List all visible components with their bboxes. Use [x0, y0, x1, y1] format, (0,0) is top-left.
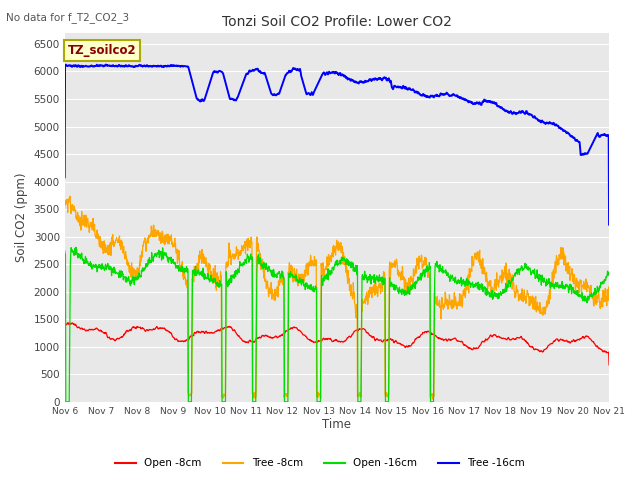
X-axis label: Time: Time: [323, 419, 351, 432]
Text: No data for f_T2_CO2_3: No data for f_T2_CO2_3: [6, 12, 129, 23]
Title: Tonzi Soil CO2 Profile: Lower CO2: Tonzi Soil CO2 Profile: Lower CO2: [222, 15, 452, 29]
Text: TZ_soilco2: TZ_soilco2: [67, 44, 136, 57]
Legend: Open -8cm, Tree -8cm, Open -16cm, Tree -16cm: Open -8cm, Tree -8cm, Open -16cm, Tree -…: [111, 454, 529, 472]
Y-axis label: Soil CO2 (ppm): Soil CO2 (ppm): [15, 173, 28, 262]
